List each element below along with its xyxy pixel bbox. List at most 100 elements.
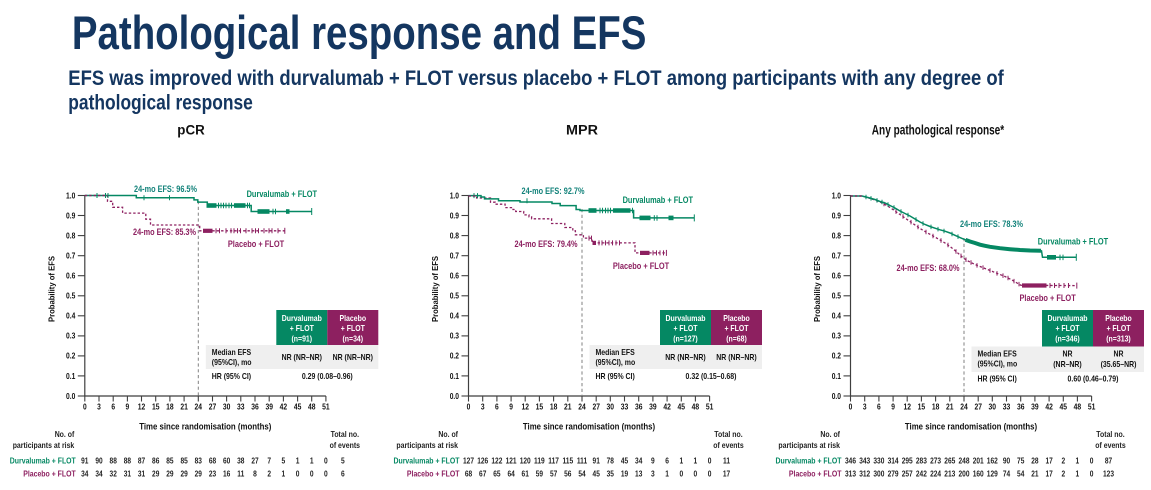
svg-text:0.9: 0.9: [66, 211, 76, 220]
svg-text:1: 1: [282, 468, 286, 478]
svg-text:1.0: 1.0: [66, 191, 76, 200]
svg-text:0.3: 0.3: [66, 332, 76, 341]
svg-text:86: 86: [152, 456, 160, 466]
svg-text:HR (95% CI): HR (95% CI): [978, 374, 1017, 384]
svg-text:0.4: 0.4: [450, 312, 460, 321]
svg-text:91: 91: [81, 456, 89, 466]
svg-text:5: 5: [341, 456, 345, 466]
svg-text:6: 6: [495, 403, 499, 412]
svg-text:15: 15: [918, 403, 926, 412]
svg-text:127: 127: [463, 456, 474, 466]
svg-text:of events: of events: [1095, 440, 1126, 450]
svg-text:115: 115: [562, 456, 573, 466]
svg-text:Time since randomisation (mont: Time since randomisation (months): [905, 422, 1037, 432]
svg-text:0.4: 0.4: [832, 312, 842, 321]
svg-text:0.2: 0.2: [450, 352, 460, 361]
svg-text:265: 265: [944, 456, 955, 466]
svg-text:213: 213: [944, 468, 955, 478]
svg-text:2: 2: [1061, 456, 1065, 466]
svg-text:29: 29: [180, 468, 188, 478]
svg-text:51: 51: [322, 403, 330, 412]
svg-text:(n=91): (n=91): [292, 334, 313, 344]
svg-text:2: 2: [1061, 468, 1065, 478]
svg-text:0.8: 0.8: [66, 231, 76, 240]
svg-text:Placebo + FLOT: Placebo + FLOT: [23, 468, 76, 478]
svg-text:33: 33: [237, 403, 245, 412]
svg-text:0.5: 0.5: [66, 292, 76, 301]
svg-text:36: 36: [251, 403, 259, 412]
svg-text:+ FLOT: + FLOT: [1055, 323, 1080, 333]
svg-text:18: 18: [166, 403, 174, 412]
svg-text:MPR: MPR: [566, 123, 598, 138]
svg-text:0: 0: [83, 403, 87, 412]
svg-text:0.7: 0.7: [66, 251, 76, 260]
svg-text:+ FLOT: + FLOT: [724, 323, 749, 333]
svg-text:87: 87: [138, 456, 146, 466]
svg-text:129: 129: [987, 468, 998, 478]
svg-text:162: 162: [987, 456, 998, 466]
svg-text:88: 88: [110, 456, 118, 466]
svg-text:Probability of EFS: Probability of EFS: [430, 256, 440, 322]
svg-text:24-mo EFS: 85.3%: 24-mo EFS: 85.3%: [133, 227, 196, 237]
svg-text:59: 59: [536, 468, 544, 478]
svg-text:2: 2: [267, 468, 271, 478]
svg-text:24-mo EFS: 68.0%: 24-mo EFS: 68.0%: [897, 263, 960, 273]
svg-text:24: 24: [578, 403, 586, 412]
svg-text:9: 9: [126, 403, 130, 412]
svg-text:75: 75: [1017, 456, 1025, 466]
svg-text:0.8: 0.8: [832, 231, 842, 240]
svg-text:Durvalumab: Durvalumab: [282, 313, 322, 323]
svg-text:32: 32: [110, 468, 118, 478]
svg-text:5: 5: [282, 456, 286, 466]
svg-text:(95%CI), mo: (95%CI), mo: [978, 359, 1018, 369]
svg-text:314: 314: [888, 456, 899, 466]
svg-text:27: 27: [592, 403, 600, 412]
svg-text:273: 273: [930, 456, 941, 466]
svg-text:HR (95% CI): HR (95% CI): [596, 371, 635, 381]
svg-text:24: 24: [960, 403, 968, 412]
svg-text:NR (NR–NR): NR (NR–NR): [716, 352, 757, 362]
svg-text:15: 15: [536, 403, 544, 412]
svg-text:0.7: 0.7: [450, 251, 460, 260]
svg-text:Placebo + FLOT: Placebo + FLOT: [789, 468, 842, 478]
svg-text:29: 29: [152, 468, 160, 478]
svg-text:38: 38: [237, 456, 245, 466]
svg-text:85: 85: [166, 456, 174, 466]
svg-text:0.1: 0.1: [832, 372, 842, 381]
svg-text:123: 123: [1103, 468, 1114, 478]
svg-text:(NR–NR): (NR–NR): [1053, 359, 1082, 369]
svg-text:0.6: 0.6: [450, 272, 460, 281]
svg-text:248: 248: [959, 456, 970, 466]
svg-text:(35.65–NR): (35.65–NR): [1101, 359, 1137, 369]
svg-text:Placebo: Placebo: [340, 313, 367, 323]
svg-text:39: 39: [649, 403, 657, 412]
svg-text:(n=127): (n=127): [673, 334, 698, 344]
svg-text:(n=68): (n=68): [726, 334, 747, 344]
svg-text:12: 12: [521, 403, 529, 412]
svg-text:Pathological response and EFS: Pathological response and EFS: [72, 7, 647, 60]
svg-text:0.7: 0.7: [832, 251, 842, 260]
svg-text:0: 0: [708, 456, 712, 466]
svg-text:24-mo EFS: 96.5%: 24-mo EFS: 96.5%: [134, 184, 197, 194]
svg-text:330: 330: [873, 456, 884, 466]
svg-text:+ FLOT: + FLOT: [673, 323, 698, 333]
svg-text:0.4: 0.4: [66, 312, 76, 321]
svg-text:0.2: 0.2: [832, 352, 842, 361]
svg-text:346: 346: [845, 456, 856, 466]
svg-text:0: 0: [1090, 456, 1094, 466]
svg-text:45: 45: [678, 403, 686, 412]
svg-text:0.0: 0.0: [832, 392, 842, 401]
svg-text:No. of: No. of: [438, 429, 458, 439]
svg-text:0.0: 0.0: [450, 392, 460, 401]
svg-text:0: 0: [679, 468, 683, 478]
svg-text:48: 48: [692, 403, 700, 412]
svg-text:0.6: 0.6: [832, 272, 842, 281]
svg-text:160: 160: [973, 468, 984, 478]
svg-text:16: 16: [223, 468, 231, 478]
svg-text:3: 3: [97, 403, 101, 412]
svg-text:65: 65: [493, 468, 501, 478]
svg-text:12: 12: [138, 403, 146, 412]
svg-text:64: 64: [507, 468, 515, 478]
svg-text:EFS was improved with durvalum: EFS was improved with durvalumab + FLOT …: [68, 66, 1004, 90]
svg-text:90: 90: [95, 456, 103, 466]
